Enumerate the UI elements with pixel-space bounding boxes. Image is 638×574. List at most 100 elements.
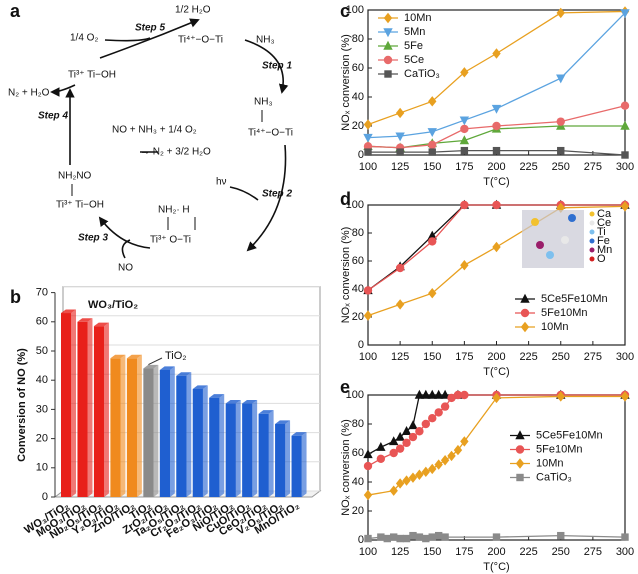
marker xyxy=(459,116,470,126)
bar-side xyxy=(301,432,307,497)
bar-top xyxy=(61,309,77,314)
panel-label: b xyxy=(10,287,21,307)
bar-side xyxy=(71,309,77,497)
x-tick-label: 300 xyxy=(616,351,634,363)
panel-label: e xyxy=(340,377,350,397)
inset-atom xyxy=(531,218,539,226)
arrow xyxy=(121,239,131,259)
y-tick-label: 60 xyxy=(36,316,48,328)
x-tick-label: 200 xyxy=(487,161,505,173)
marker xyxy=(428,237,437,246)
x-tick-label: 125 xyxy=(391,351,409,363)
marker xyxy=(556,7,565,19)
bar xyxy=(192,388,203,497)
arrow xyxy=(244,39,289,94)
marker xyxy=(363,449,373,459)
bar xyxy=(275,424,286,497)
bar xyxy=(291,435,302,497)
marker xyxy=(447,450,456,462)
inset-key xyxy=(589,256,595,262)
diagram-label: Ti³⁺ O−Ti xyxy=(150,235,191,246)
y-axis-label: NOₓ conversion (%) xyxy=(340,34,352,131)
marker xyxy=(460,390,469,400)
x-tick-label: 150 xyxy=(423,546,441,558)
y-tick-label: 20 xyxy=(352,311,364,323)
x-tick-label: 100 xyxy=(359,351,377,363)
marker xyxy=(440,455,450,466)
bar-top xyxy=(242,399,258,404)
y-tick-label: 100 xyxy=(346,389,364,401)
inset-label: Mn xyxy=(597,244,612,256)
marker xyxy=(620,201,630,212)
marker xyxy=(363,310,373,321)
x-axis-label: T(°C) xyxy=(483,176,509,188)
x-tick-label: 150 xyxy=(423,161,441,173)
bar-side xyxy=(170,366,175,497)
inset-label: Ca xyxy=(597,208,612,220)
diagram-label: Ti⁴⁺−O−Ti xyxy=(178,35,223,46)
marker xyxy=(428,96,437,107)
marker xyxy=(383,55,393,65)
marker xyxy=(440,389,450,399)
marker xyxy=(453,390,463,400)
annotation: TiO₂ xyxy=(165,350,187,362)
x-tick-label: 225 xyxy=(519,546,537,558)
x-tick-label: 250 xyxy=(552,546,570,558)
bar-top xyxy=(258,410,274,414)
diagram: 1/4 O₂ Step 5 1/2 H₂O Ti⁴⁺−O−Ti NH₃ Step… xyxy=(8,5,293,274)
legend-label: 10Mn xyxy=(536,457,564,469)
y-tick-label: 40 xyxy=(36,374,48,386)
bar-side xyxy=(235,399,241,497)
marker xyxy=(556,117,565,126)
bar xyxy=(93,326,105,497)
marker xyxy=(395,263,405,273)
marker xyxy=(428,414,437,423)
marker xyxy=(376,442,386,451)
plot-frame xyxy=(367,204,626,346)
marker xyxy=(427,128,437,137)
marker xyxy=(557,531,565,540)
y-tick-label: 0 xyxy=(358,339,364,351)
marker xyxy=(414,389,425,399)
legend-label: 5Mn xyxy=(404,26,425,38)
marker xyxy=(395,444,405,453)
bar xyxy=(143,368,154,497)
x-tick-label: 275 xyxy=(584,161,602,173)
y-axis-label: NOₓ conversion (%) xyxy=(340,227,352,324)
marker xyxy=(415,427,424,436)
legend-label: 10Mn xyxy=(404,12,432,24)
bar-side xyxy=(252,399,258,497)
marker xyxy=(395,107,405,119)
marker xyxy=(427,389,437,399)
marker xyxy=(620,101,630,110)
marker xyxy=(363,286,373,295)
plot-frame xyxy=(367,394,626,541)
bar xyxy=(77,321,88,497)
y-tick-label: 80 xyxy=(352,33,364,45)
bar-top xyxy=(291,432,307,436)
panel-label: a xyxy=(10,1,21,21)
diagram-label: Ti³⁺ Ti−OH xyxy=(56,200,104,211)
marker xyxy=(434,531,443,540)
bar xyxy=(242,403,253,497)
marker xyxy=(402,475,411,486)
marker xyxy=(363,461,373,471)
diagram-label: NO xyxy=(118,263,133,274)
marker xyxy=(520,321,530,333)
marker xyxy=(415,469,424,480)
diagram-label: Ti³⁺ Ti−OH xyxy=(68,70,116,81)
bar-side xyxy=(219,394,225,497)
marker xyxy=(408,420,418,430)
inset-atom xyxy=(536,241,544,249)
marker xyxy=(390,533,398,541)
bar xyxy=(110,358,121,497)
marker xyxy=(389,436,399,446)
marker xyxy=(515,445,525,454)
inset-atom xyxy=(568,214,576,222)
panel-label: c xyxy=(340,1,350,21)
legend-label: 5Fe xyxy=(404,40,423,52)
marker xyxy=(377,533,385,541)
diagram-label: NH₂NO xyxy=(58,171,92,182)
marker xyxy=(389,448,398,458)
marker xyxy=(492,392,501,404)
